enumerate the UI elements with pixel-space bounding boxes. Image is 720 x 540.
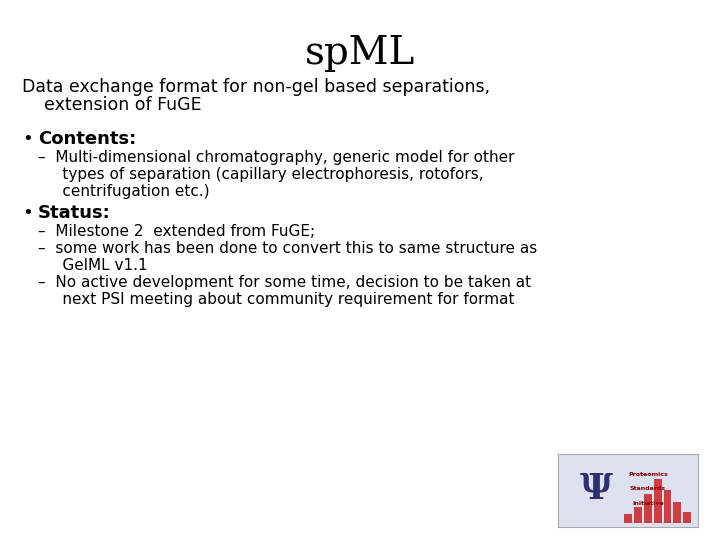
- Text: –  Multi-dimensional chromatography, generic model for other: – Multi-dimensional chromatography, gene…: [38, 150, 515, 165]
- Text: Proteomics: Proteomics: [628, 471, 667, 476]
- Text: Data exchange format for non-gel based separations,: Data exchange format for non-gel based s…: [22, 78, 490, 96]
- Text: GelML v1.1: GelML v1.1: [38, 258, 148, 273]
- Text: Standards: Standards: [630, 486, 666, 491]
- Bar: [683, 512, 691, 523]
- Text: –  Milestone 2  extended from FuGE;: – Milestone 2 extended from FuGE;: [38, 224, 315, 239]
- Text: centrifugation etc.): centrifugation etc.): [38, 184, 210, 199]
- Text: Contents:: Contents:: [38, 130, 136, 148]
- Bar: [634, 507, 642, 523]
- Bar: [673, 502, 681, 523]
- Text: •: •: [22, 130, 32, 148]
- Text: Initiative: Initiative: [632, 501, 664, 505]
- Text: next PSI meeting about community requirement for format: next PSI meeting about community require…: [38, 292, 515, 307]
- Text: types of separation (capillary electrophoresis, rotofors,: types of separation (capillary electroph…: [38, 167, 484, 182]
- Text: extension of FuGE: extension of FuGE: [22, 96, 202, 114]
- Bar: [644, 494, 652, 523]
- Text: Status:: Status:: [38, 204, 111, 222]
- Text: spML: spML: [305, 35, 415, 72]
- Text: –  No active development for some time, decision to be taken at: – No active development for some time, d…: [38, 275, 531, 290]
- Text: •: •: [22, 204, 32, 222]
- Bar: [624, 514, 632, 523]
- Bar: [654, 479, 662, 523]
- Text: Ψ: Ψ: [580, 471, 613, 505]
- Bar: [664, 490, 671, 523]
- Text: –  some work has been done to convert this to same structure as: – some work has been done to convert thi…: [38, 241, 537, 256]
